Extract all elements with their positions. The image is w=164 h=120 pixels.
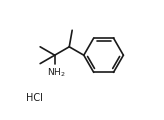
Text: NH$_2$: NH$_2$ — [47, 67, 66, 79]
Text: HCl: HCl — [26, 93, 42, 103]
